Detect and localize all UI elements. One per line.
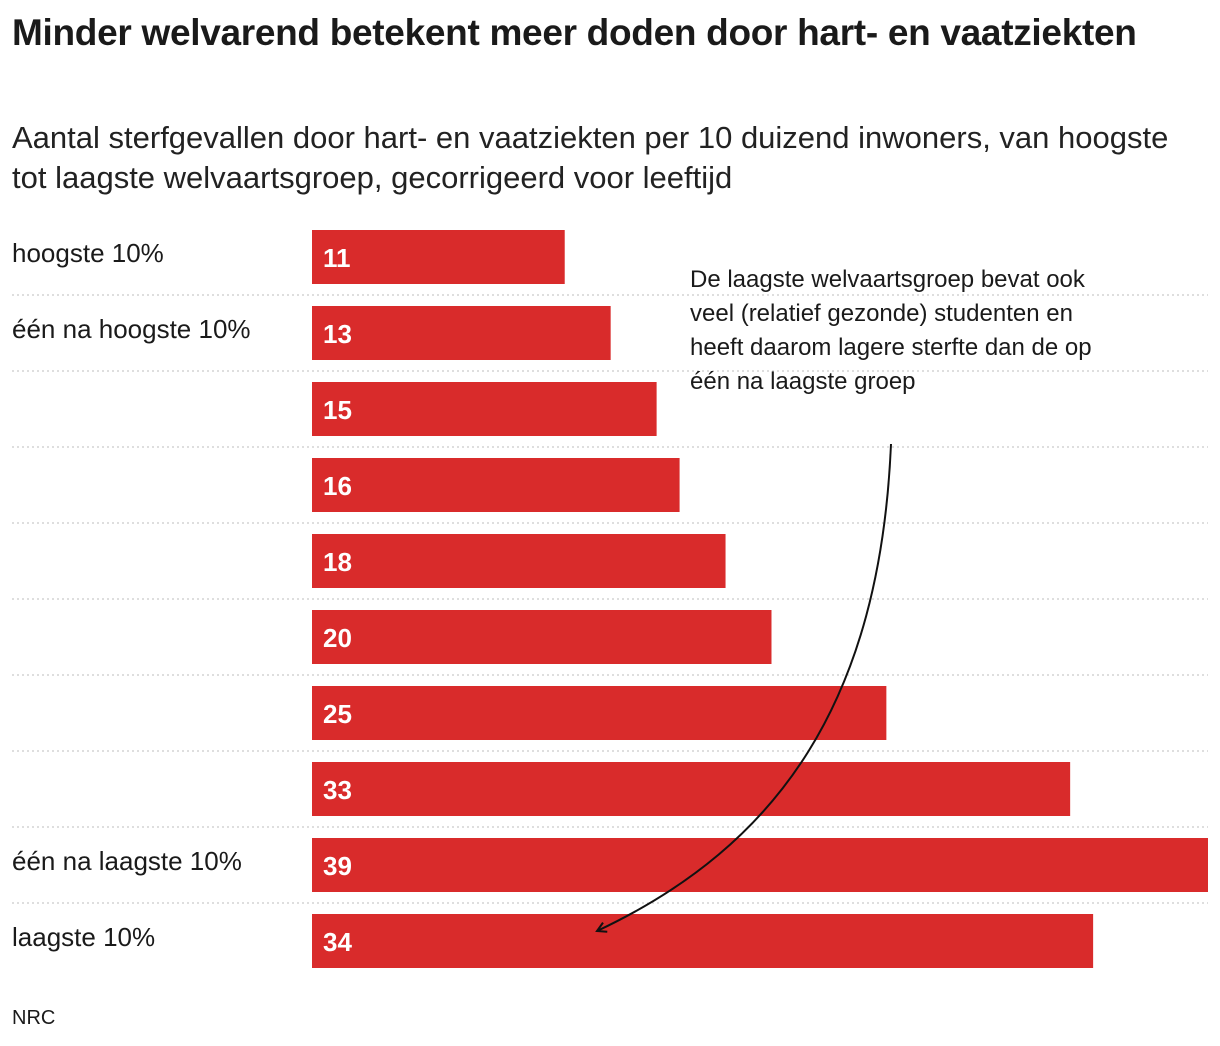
bar [312, 382, 657, 436]
category-label: één na laagste 10% [12, 846, 242, 876]
bar [312, 686, 887, 740]
chart-subtitle: Aantal sterfgevallen door hart- en vaatz… [12, 120, 1169, 195]
annotation-arrow [597, 443, 892, 931]
bar-value-label: 11 [323, 243, 351, 273]
bar [312, 230, 565, 284]
bar [312, 534, 726, 588]
bar [312, 306, 611, 360]
bar-value-label: 34 [323, 927, 352, 957]
bar-value-label: 13 [323, 319, 352, 349]
bar-value-label: 25 [323, 699, 352, 729]
bar-value-label: 15 [323, 395, 352, 425]
bar [312, 458, 680, 512]
bar-value-label: 18 [323, 547, 352, 577]
bar [312, 838, 1208, 892]
category-label: hoogste 10% [12, 238, 164, 268]
bar-value-label: 16 [323, 471, 352, 501]
category-label: één na hoogste 10% [12, 314, 251, 344]
category-label: laagste 10% [12, 922, 155, 952]
bar-value-label: 20 [323, 623, 352, 653]
chart-annotation: De laagste welvaartsgroep bevat ook veel… [690, 266, 1092, 395]
chart-title: Minder welvarend betekent meer doden doo… [12, 12, 1137, 53]
bar-value-label: 39 [323, 851, 352, 881]
bar [312, 610, 772, 664]
bar [312, 914, 1094, 968]
bar-value-label: 33 [323, 775, 352, 805]
source-label: NRC [12, 1007, 56, 1029]
bar [312, 762, 1071, 816]
